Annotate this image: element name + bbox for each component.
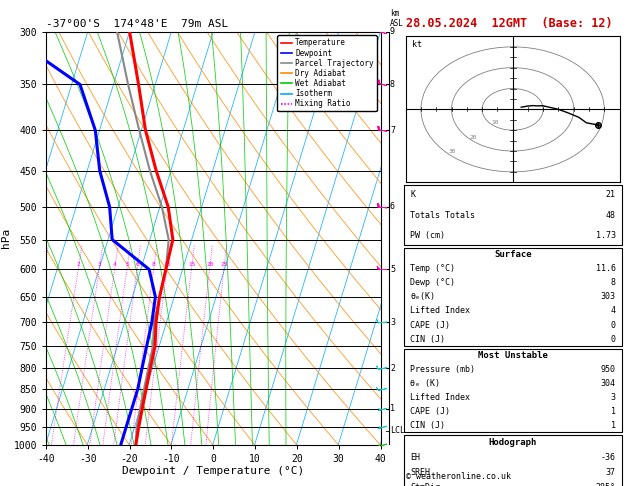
- Text: Totals Totals: Totals Totals: [410, 210, 476, 220]
- Text: 7: 7: [390, 126, 395, 135]
- Text: Dewp (°C): Dewp (°C): [410, 278, 455, 287]
- Text: 25: 25: [220, 261, 228, 266]
- Text: CIN (J): CIN (J): [410, 335, 445, 344]
- Text: Lifted Index: Lifted Index: [410, 307, 470, 315]
- Text: 1: 1: [611, 407, 616, 417]
- Text: 8: 8: [390, 80, 395, 89]
- Text: 21: 21: [606, 191, 616, 199]
- Text: 304: 304: [601, 379, 616, 388]
- Text: EH: EH: [410, 452, 420, 462]
- Y-axis label: hPa: hPa: [1, 228, 11, 248]
- Text: 5: 5: [390, 265, 395, 274]
- Text: CAPE (J): CAPE (J): [410, 321, 450, 330]
- Text: 28.05.2024  12GMT  (Base: 12): 28.05.2024 12GMT (Base: 12): [406, 17, 612, 30]
- Text: 37: 37: [606, 468, 616, 477]
- Text: Temp (°C): Temp (°C): [410, 264, 455, 273]
- Text: 11.6: 11.6: [596, 264, 616, 273]
- FancyBboxPatch shape: [404, 435, 622, 486]
- Text: 3: 3: [97, 261, 101, 266]
- Text: 20: 20: [470, 135, 477, 139]
- Text: 1: 1: [611, 421, 616, 431]
- X-axis label: Dewpoint / Temperature (°C): Dewpoint / Temperature (°C): [122, 467, 304, 476]
- FancyBboxPatch shape: [404, 349, 622, 432]
- Text: LCL: LCL: [390, 426, 405, 435]
- Text: © weatheronline.co.uk: © weatheronline.co.uk: [406, 472, 511, 481]
- Text: 1.73: 1.73: [596, 231, 616, 240]
- Text: Hodograph: Hodograph: [489, 437, 537, 447]
- Text: CAPE (J): CAPE (J): [410, 407, 450, 417]
- Text: 30: 30: [448, 149, 456, 154]
- Text: 5: 5: [125, 261, 129, 266]
- Text: 4: 4: [611, 307, 616, 315]
- Text: CIN (J): CIN (J): [410, 421, 445, 431]
- Text: 8: 8: [611, 278, 616, 287]
- Text: Pressure (mb): Pressure (mb): [410, 364, 476, 374]
- Text: PW (cm): PW (cm): [410, 231, 445, 240]
- Text: θₑ(K): θₑ(K): [410, 292, 435, 301]
- Text: 10: 10: [164, 261, 171, 266]
- Text: 0: 0: [611, 335, 616, 344]
- Text: 6: 6: [390, 202, 395, 211]
- Text: km
ASL: km ASL: [390, 9, 404, 28]
- Text: 2: 2: [390, 364, 395, 373]
- Text: 8: 8: [152, 261, 156, 266]
- Text: SREH: SREH: [410, 468, 430, 477]
- Text: 4: 4: [113, 261, 117, 266]
- Text: 950: 950: [601, 364, 616, 374]
- Text: Lifted Index: Lifted Index: [410, 393, 470, 402]
- Text: -37°00'S  174°48'E  79m ASL: -37°00'S 174°48'E 79m ASL: [46, 19, 228, 30]
- FancyBboxPatch shape: [404, 185, 622, 245]
- Text: Surface: Surface: [494, 249, 532, 259]
- Text: 303: 303: [601, 292, 616, 301]
- Text: θₑ (K): θₑ (K): [410, 379, 440, 388]
- Text: -36: -36: [601, 452, 616, 462]
- Text: 15: 15: [188, 261, 196, 266]
- Text: 0: 0: [611, 321, 616, 330]
- Text: Most Unstable: Most Unstable: [478, 350, 548, 360]
- Legend: Temperature, Dewpoint, Parcel Trajectory, Dry Adiabat, Wet Adiabat, Isotherm, Mi: Temperature, Dewpoint, Parcel Trajectory…: [277, 35, 377, 111]
- Text: 48: 48: [606, 210, 616, 220]
- Text: 20: 20: [206, 261, 214, 266]
- Text: 9: 9: [390, 27, 395, 36]
- Text: StmDir: StmDir: [410, 483, 440, 486]
- Text: 6: 6: [136, 261, 140, 266]
- FancyBboxPatch shape: [404, 248, 622, 346]
- Text: 3: 3: [390, 318, 395, 327]
- Text: K: K: [410, 191, 415, 199]
- Text: 1: 1: [390, 404, 395, 413]
- Text: 3: 3: [611, 393, 616, 402]
- Text: kt: kt: [412, 40, 422, 49]
- Text: 2: 2: [77, 261, 81, 266]
- Text: 10: 10: [491, 120, 499, 125]
- Text: 285°: 285°: [596, 483, 616, 486]
